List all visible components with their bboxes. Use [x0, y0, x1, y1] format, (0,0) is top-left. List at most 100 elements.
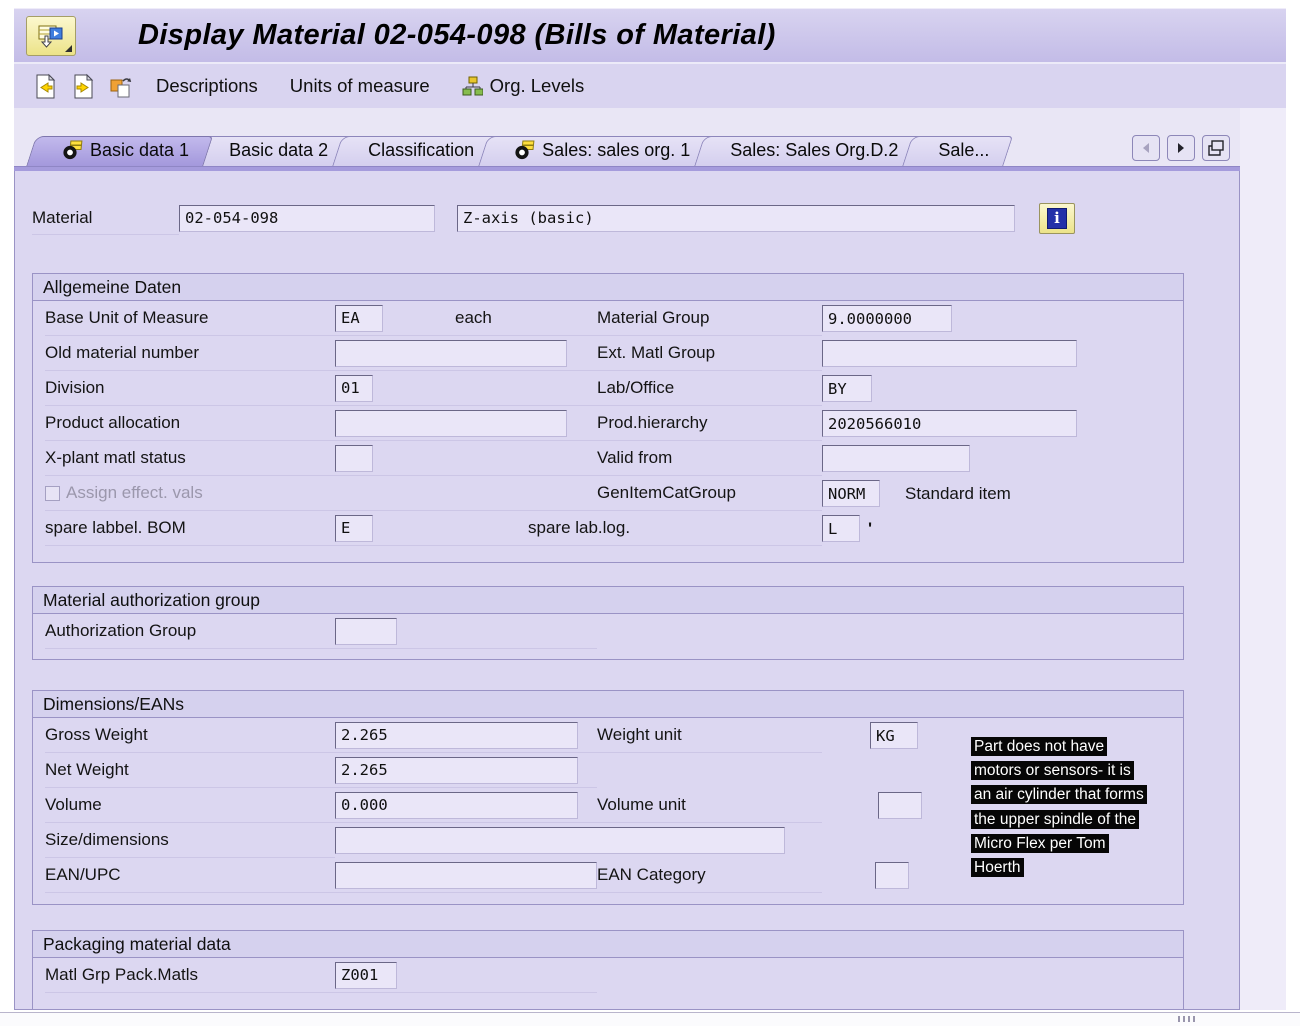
assign-effect-vals-checkbox: [45, 485, 60, 501]
old-material-number-field[interactable]: [335, 339, 567, 367]
tab-sales-sales-org-1[interactable]: Sales: sales org. 1: [488, 136, 714, 166]
status-bar: [0, 1012, 1300, 1026]
ext-matl-group-field[interactable]: [822, 340, 1077, 367]
tab-basic-data-2[interactable]: Basic data 2: [203, 136, 352, 166]
window-menu-button[interactable]: [26, 15, 76, 56]
tab-label: Sales: sales org. 1: [542, 139, 691, 160]
weight-unit-label: Weight unit: [597, 718, 822, 753]
information-icon: [1047, 207, 1067, 229]
form-row: X-plant matl status Valid from: [33, 441, 1183, 476]
application-toolbar: Descriptions Units of measure Org. Level…: [14, 62, 1286, 108]
group-box-packaging-material: Packaging material data Matl Grp Pack.Ma…: [32, 930, 1184, 1010]
lab-office-field[interactable]: BY: [822, 375, 872, 402]
xplant-status-label: X-plant matl status: [45, 441, 335, 476]
form-row: Authorization Group: [33, 614, 1183, 649]
units-of-measure-button[interactable]: Units of measure: [276, 69, 444, 103]
tab-band: [14, 166, 1240, 171]
tab-label: Basic data 1: [90, 139, 190, 160]
product-allocation-field[interactable]: [335, 409, 567, 437]
pages-icon: [1208, 140, 1224, 156]
tab-overview-button[interactable]: [1202, 135, 1230, 161]
tab-marker-icon: [62, 140, 83, 161]
form-row: Old material number Ext. Matl Group: [33, 336, 1183, 371]
org-chart-icon: [462, 76, 483, 97]
title-bar: Display Material 02-054-098 (Bills of Ma…: [14, 8, 1286, 62]
previous-screen-button[interactable]: [28, 70, 62, 102]
descriptions-button[interactable]: Descriptions: [142, 69, 272, 103]
matl-grp-pack-matls-field[interactable]: Z001: [335, 961, 397, 989]
triangle-right-icon: [1176, 142, 1186, 154]
division-field[interactable]: 01: [335, 374, 373, 402]
authorization-group-label: Authorization Group: [45, 614, 335, 649]
scroll-tabs-right-button[interactable]: [1167, 135, 1195, 161]
scroll-tabs-left-button[interactable]: [1132, 135, 1160, 161]
material-group-field[interactable]: 9.0000000: [822, 305, 952, 332]
prod-hierarchy-field[interactable]: 2020566010: [822, 410, 1077, 437]
base-unit-text: each: [455, 308, 492, 327]
spare-label-bom-field[interactable]: E: [335, 514, 373, 542]
tab-classification[interactable]: Classification: [342, 136, 498, 166]
tab-sales-truncated[interactable]: Sale...: [912, 136, 1013, 166]
valid-from-field[interactable]: [822, 445, 970, 472]
page-title: Display Material 02-054-098 (Bills of Ma…: [138, 19, 776, 51]
form-row: Net Weight 2.265: [33, 753, 1183, 788]
form-row: Division 01 Lab/Office BY: [33, 371, 1183, 406]
information-button[interactable]: [1039, 202, 1075, 234]
form-row: spare labbel. BOM E spare lab.log. L ': [33, 511, 1183, 546]
annotation-note: Part does not have motors or sensors- it…: [971, 735, 1151, 880]
page-arrow-left-icon: [33, 73, 58, 100]
assign-effect-vals-label: Assign effect. vals: [66, 483, 203, 502]
group-box-material-authorization: Material authorization group Authorizati…: [32, 586, 1184, 660]
other-view-button[interactable]: [104, 70, 138, 102]
ean-upc-field[interactable]: [335, 861, 597, 889]
triangle-left-icon: [1141, 142, 1151, 154]
size-dimensions-field[interactable]: [335, 827, 785, 854]
group-title: Packaging material data: [33, 931, 1183, 958]
net-weight-field[interactable]: 2.265: [335, 756, 578, 784]
material-number-field[interactable]: 02-054-098: [179, 204, 435, 232]
form-row: Matl Grp Pack.Matls Z001: [33, 958, 1183, 993]
descriptions-label: Descriptions: [156, 75, 258, 96]
ext-matl-group-label: Ext. Matl Group: [597, 336, 822, 371]
tab-label: Classification: [368, 139, 475, 160]
weight-unit-field[interactable]: KG: [870, 722, 918, 749]
material-group-label: Material Group: [597, 301, 822, 336]
lab-office-label: Lab/Office: [597, 371, 822, 406]
base-unit-field[interactable]: EA: [335, 304, 383, 332]
form-row: Assign effect. vals GenItemCatGroup NORM…: [33, 476, 1183, 511]
xplant-status-field[interactable]: [335, 444, 373, 472]
gen-item-cat-group-field[interactable]: NORM: [822, 480, 880, 507]
next-screen-button[interactable]: [66, 70, 100, 102]
tab-sales-sales-org-2[interactable]: Sales: Sales Org.D.2: [704, 136, 922, 166]
gross-weight-label: Gross Weight: [45, 718, 335, 753]
group-box-general-data: Allgemeine Daten Base Unit of Measure EA…: [32, 273, 1184, 563]
page-arrow-right-icon: [71, 73, 96, 100]
tab-basic-data-1[interactable]: Basic data 1: [36, 136, 213, 166]
spare-lab-log-field[interactable]: L: [822, 515, 860, 542]
group-title: Dimensions/EANs: [33, 691, 1183, 718]
tab-label: Sales: Sales Org.D.2: [730, 139, 899, 160]
spare-label-bom-label: spare labbel. BOM: [45, 511, 335, 546]
gross-weight-field[interactable]: 2.265: [335, 721, 578, 749]
volume-unit-field[interactable]: [878, 792, 922, 819]
division-label: Division: [45, 371, 335, 406]
material-header-row: Material 02-054-098 Z-axis (basic): [15, 201, 1239, 235]
transaction-menu-icon: [38, 24, 64, 48]
material-description-field[interactable]: Z-axis (basic): [457, 204, 1015, 232]
form-row: EAN/UPC EAN Category: [33, 858, 1183, 893]
form-row: Volume 0.000 Volume unit: [33, 788, 1183, 823]
units-of-measure-label: Units of measure: [289, 75, 430, 96]
gen-item-cat-group-label: GenItemCatGroup: [597, 476, 822, 511]
product-allocation-label: Product allocation: [45, 406, 335, 441]
form-row: Base Unit of Measure EA each Material Gr…: [33, 301, 1183, 336]
authorization-group-field[interactable]: [335, 617, 397, 645]
ean-category-label: EAN Category: [597, 858, 822, 893]
volume-field[interactable]: 0.000: [335, 791, 578, 819]
basic-data-1-panel: Material 02-054-098 Z-axis (basic) Allge…: [14, 171, 1240, 1010]
tab-scroll-controls: [1132, 135, 1230, 161]
resize-grip-icon[interactable]: [1178, 1016, 1198, 1022]
ean-category-field[interactable]: [875, 862, 909, 889]
ean-upc-label: EAN/UPC: [45, 858, 335, 893]
size-dimensions-label: Size/dimensions: [45, 823, 335, 858]
org-levels-button[interactable]: Org. Levels: [448, 69, 599, 103]
